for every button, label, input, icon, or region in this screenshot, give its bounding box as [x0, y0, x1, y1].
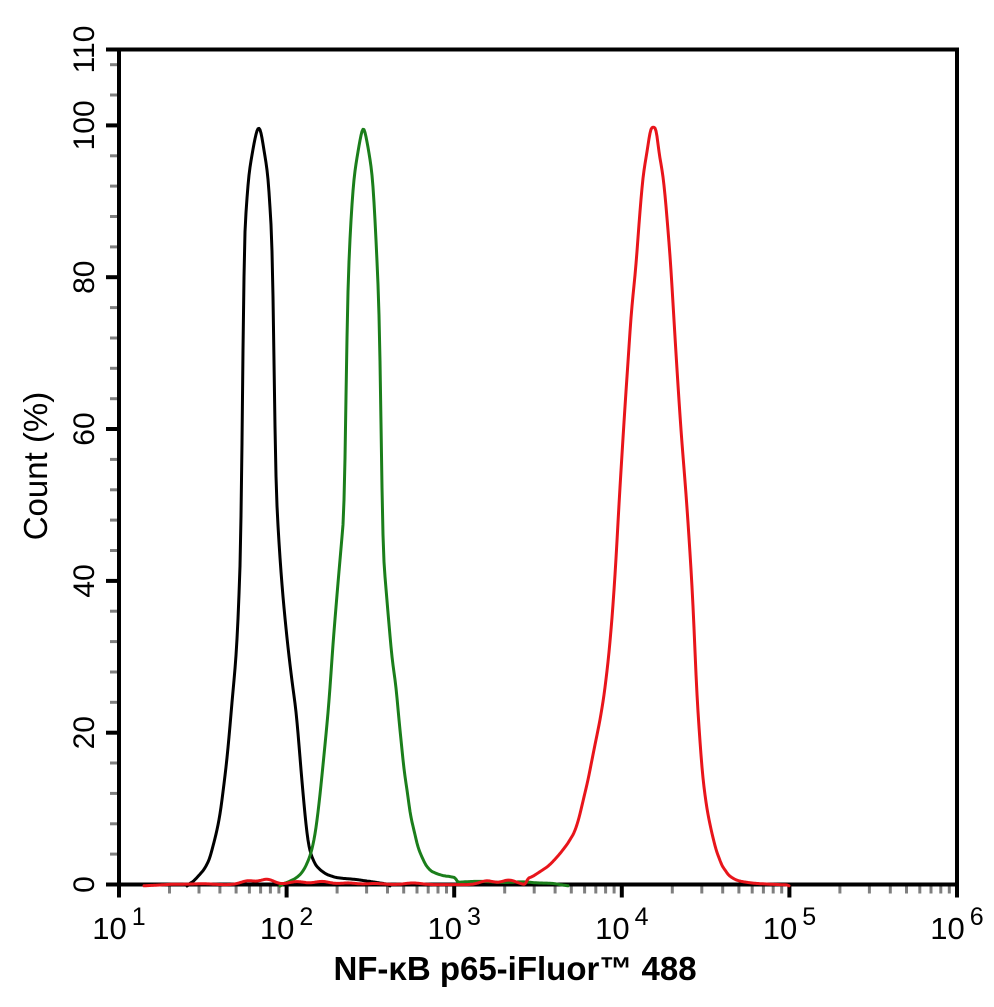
- svg-text:80: 80: [68, 261, 101, 294]
- svg-text:NF-κB p65-iFluor™ 488: NF-κB p65-iFluor™ 488: [333, 950, 696, 987]
- svg-text:20: 20: [68, 716, 101, 749]
- svg-text:Count (%): Count (%): [17, 392, 54, 541]
- svg-text:103: 10 3: [428, 903, 481, 946]
- svg-text:110: 110: [68, 26, 101, 74]
- svg-text:60: 60: [68, 412, 101, 445]
- svg-text:0: 0: [68, 876, 101, 893]
- svg-text:100: 100: [68, 100, 101, 150]
- svg-text:40: 40: [68, 564, 101, 597]
